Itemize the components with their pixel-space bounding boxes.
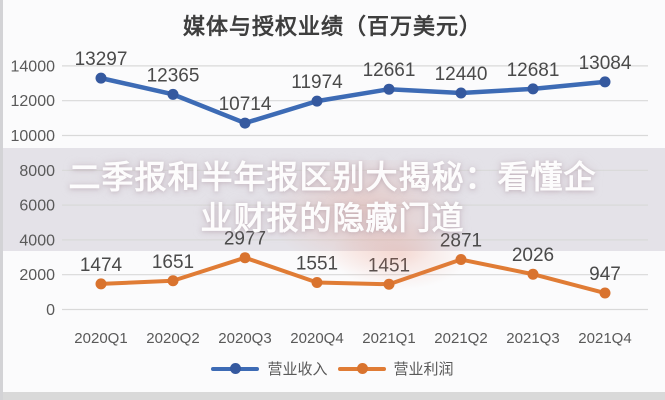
bottom-border-strip <box>0 392 665 400</box>
series-1-point <box>455 254 467 266</box>
series-1-line <box>99 255 607 296</box>
series-1-point <box>95 278 107 290</box>
series-0-point <box>311 95 323 107</box>
x-tick-label: 2020Q3 <box>218 330 271 347</box>
series-1-data-label: 1474 <box>80 255 123 276</box>
revenue-line-marker-icon <box>211 363 260 374</box>
series-1-point <box>599 287 611 299</box>
x-tick-label: 2020Q4 <box>290 330 343 347</box>
x-tick-label: 2020Q1 <box>74 330 127 347</box>
series-1-point <box>239 252 251 264</box>
series-0-point <box>527 83 539 95</box>
y-tick-label: 10000 <box>11 128 56 145</box>
series-0-data-label: 13084 <box>579 53 632 74</box>
profit-line-marker-icon <box>337 363 386 374</box>
series-1-point <box>527 268 539 280</box>
series-0-line <box>98 75 608 126</box>
series-1-point <box>167 275 179 287</box>
series-1-point <box>311 277 323 289</box>
x-tick-label: 2021Q2 <box>434 330 487 347</box>
chart-title: 媒体与授权业绩（百万美元） <box>182 14 482 39</box>
series-1-point <box>383 278 395 290</box>
legend-label-revenue: 营业收入 <box>267 361 328 378</box>
series-0-data-label: 12440 <box>435 64 488 85</box>
series-1-data-label: 2871 <box>440 231 482 252</box>
legend-item-revenue: 营业收入 <box>211 358 328 379</box>
series-1-data-label: 947 <box>589 264 621 285</box>
series-0-data-label: 10714 <box>219 94 272 115</box>
y-tick-label: 14000 <box>11 58 56 75</box>
series-1-data-label: 2026 <box>512 245 554 266</box>
y-tick-label: 6000 <box>19 198 55 215</box>
x-tick-label: 2021Q4 <box>578 330 631 347</box>
series-1-data-label: 1451 <box>368 255 410 276</box>
y-tick-label: 12000 <box>11 93 56 110</box>
series-0-point <box>95 72 107 84</box>
y-tick-label: 0 <box>46 302 55 319</box>
series-0-point <box>383 83 395 95</box>
series-0-data-label: 12661 <box>363 60 416 81</box>
watermark-band-background <box>0 148 665 251</box>
series-1-data-label: 1651 <box>152 252 194 273</box>
series-0-point <box>599 76 611 88</box>
legend-item-profit: 营业利润 <box>337 358 454 379</box>
x-tick-label: 2021Q1 <box>362 330 415 347</box>
series-0-point <box>167 88 179 100</box>
series-0-data-label: 12365 <box>147 65 200 86</box>
left-edge-strip <box>0 0 3 400</box>
chart-legend: 营业收入 营业利润 <box>0 358 665 379</box>
y-tick-label: 8000 <box>19 163 55 180</box>
series-0-data-label: 12681 <box>507 60 560 81</box>
y-tick-label: 4000 <box>19 232 55 249</box>
x-tick-label: 2020Q2 <box>146 330 199 347</box>
legend-label-profit: 营业利润 <box>393 361 454 378</box>
series-0-data-label: 13297 <box>75 49 128 70</box>
series-0-data-label: 11974 <box>291 72 343 93</box>
series-0-point <box>455 87 467 99</box>
series-1-data-label: 1551 <box>296 254 338 275</box>
y-tick-label: 2000 <box>19 267 55 284</box>
series-1-data-label: 2977 <box>224 229 266 250</box>
series-0-point <box>239 117 251 129</box>
x-tick-label: 2021Q3 <box>506 330 559 347</box>
